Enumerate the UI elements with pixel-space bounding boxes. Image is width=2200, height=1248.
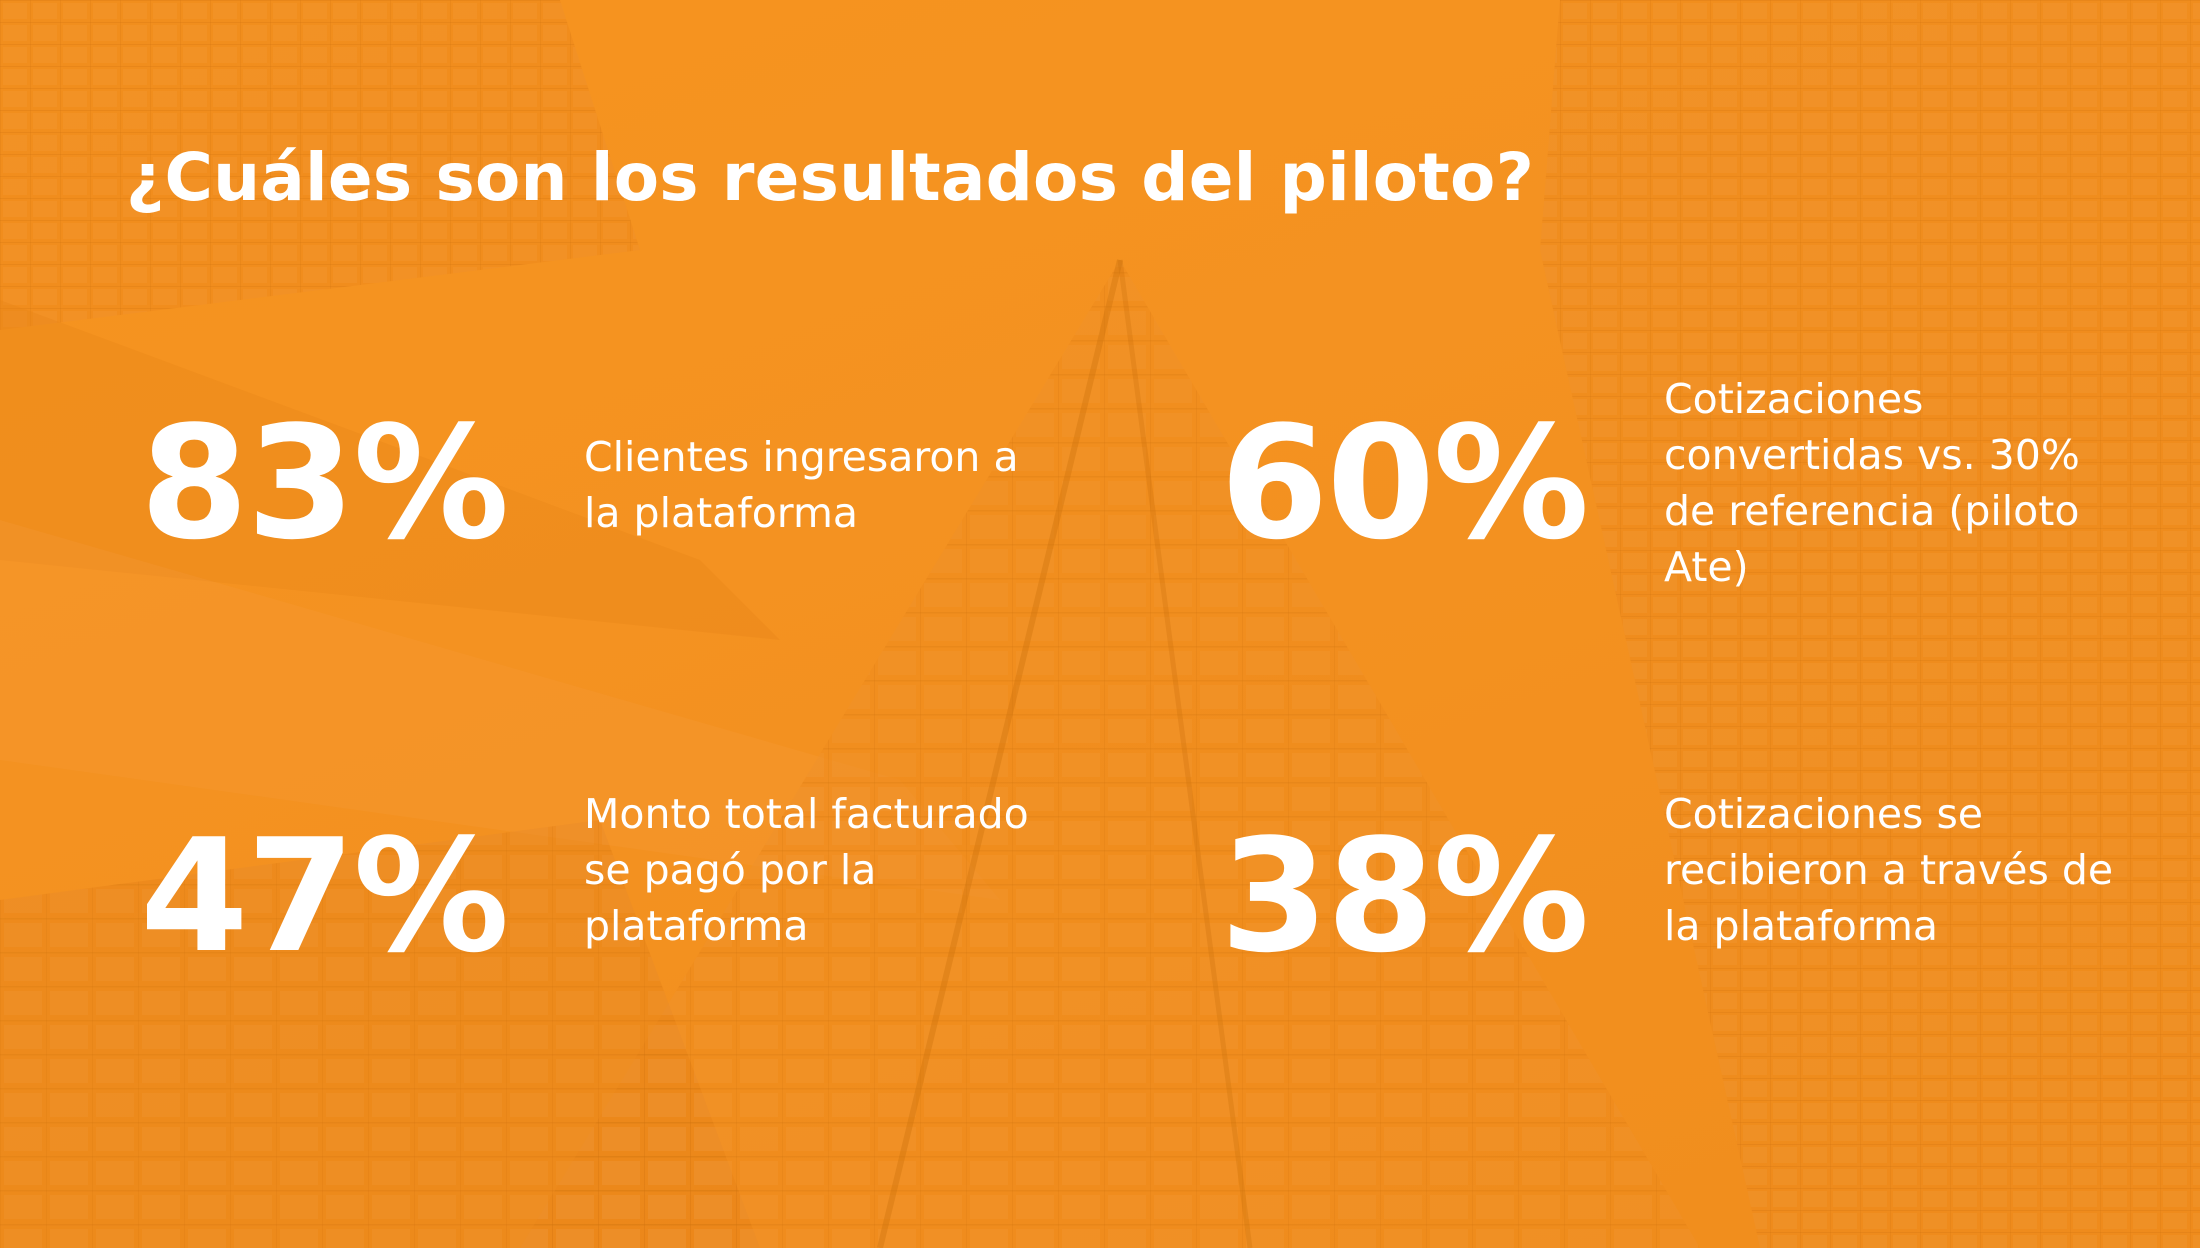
stat-description: Cotizaciones se recibieron a través de l… [1664,786,2113,954]
stat-description-line: Ate) [1664,543,1749,591]
stat-description: Cotizaciones convertidas vs. 30% de refe… [1664,371,2080,595]
stat-description: Monto total facturado se pagó por la pla… [584,786,1029,954]
stat-description-line: la plataforma [1664,902,1939,950]
stat-percentage: 83% [140,392,509,574]
stat-description-line: Monto total facturado [584,790,1029,838]
stat-percentage: 38% [1220,805,1589,987]
stat-description-line: Cotizaciones [1664,375,1924,423]
stat-description-line: recibieron a través de [1664,846,2114,894]
stat-description-line: plataforma [584,902,809,950]
stat-description-line: convertidas vs. 30% [1664,431,2080,479]
stat-percentage: 60% [1220,392,1589,574]
stat-description-line: Clientes ingresaron a [584,433,1019,481]
stat-description: Clientes ingresaron a la plataforma [584,429,1019,541]
slide-title: ¿Cuáles son los resultados del piloto? [126,139,1535,216]
stat-description-line: se pagó por la [584,846,877,894]
stat-percentage: 47% [140,805,509,987]
stat-description-line: la plataforma [584,489,859,537]
stat-description-line: Cotizaciones se [1664,790,1984,838]
stat-description-line: de referencia (piloto [1664,487,2080,535]
